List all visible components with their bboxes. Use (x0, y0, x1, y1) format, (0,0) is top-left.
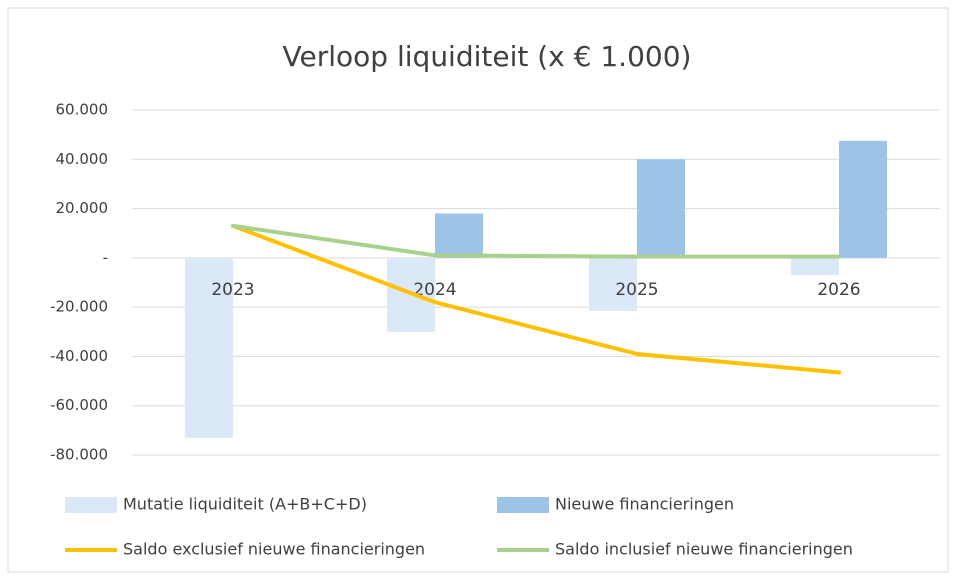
y-tick-label: -80.000 (50, 446, 108, 464)
bar (839, 140, 887, 258)
y-tick-label: - (103, 248, 108, 266)
y-tick-label: -60.000 (50, 396, 108, 414)
legend-swatch (65, 497, 117, 513)
y-tick-label: 20.000 (56, 199, 109, 217)
chart-title: Verloop liquiditeit (x € 1.000) (283, 40, 692, 73)
bar (589, 257, 637, 311)
bar (637, 159, 685, 258)
bar (185, 257, 233, 438)
x-tick-label: 2025 (615, 280, 658, 300)
line (231, 223, 841, 259)
y-tick-label: 60.000 (56, 101, 109, 119)
legend-swatch (497, 497, 549, 513)
bar (435, 213, 483, 258)
bar (791, 257, 839, 276)
x-tick-label: 2024 (413, 280, 456, 300)
legend-label: Saldo exclusief nieuwe financieringen (123, 540, 425, 559)
line (231, 223, 841, 375)
legend-label: Nieuwe financieringen (555, 495, 734, 514)
y-tick-label: 40.000 (56, 150, 109, 168)
x-tick-label: 2026 (817, 280, 860, 300)
legend-label: Mutatie liquiditeit (A+B+C+D) (123, 495, 367, 514)
y-tick-label: -40.000 (50, 347, 108, 365)
x-tick-label: 2023 (211, 280, 254, 300)
legend-label: Saldo inclusief nieuwe financieringen (555, 540, 853, 559)
y-tick-label: -20.000 (50, 298, 108, 316)
chart-border (7, 7, 949, 573)
